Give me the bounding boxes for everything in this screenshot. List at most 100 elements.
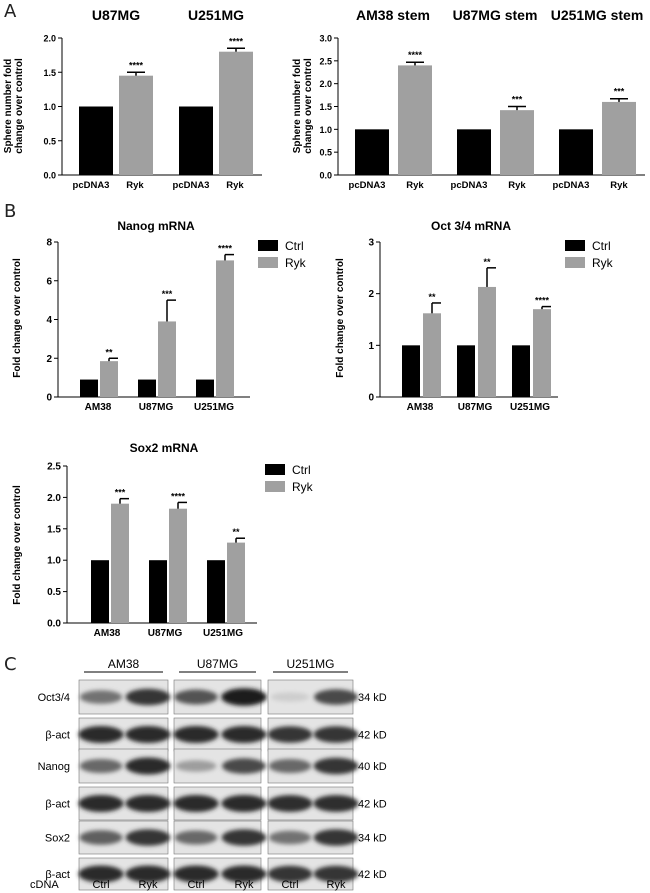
a2-y-axis-label-line: change over control bbox=[303, 58, 314, 154]
b1-significance: ** bbox=[105, 347, 113, 357]
blot-band bbox=[221, 726, 267, 743]
blot-band bbox=[173, 865, 219, 883]
chart-a2: 0.0 0.5 1.0 1.5 2.0 2.5 3.0 Sphere number foldc… bbox=[292, 7, 645, 191]
b1-y-tick-label: 4 bbox=[46, 315, 52, 326]
a1-bar bbox=[119, 75, 153, 175]
panel-label-c: C bbox=[4, 654, 17, 675]
blot-band bbox=[125, 865, 171, 883]
western-blot: AM38 U87MG U251MG Oct3/4 34 kD β-act 42 kD Nano… bbox=[30, 657, 387, 891]
b3-significance: *** bbox=[115, 488, 126, 498]
blot-row-label: Sox2 bbox=[45, 833, 70, 845]
b3-y-tick-label: 0.0 bbox=[47, 619, 61, 630]
blot-lane-label: Ctrl bbox=[92, 879, 109, 891]
b2-bar bbox=[402, 345, 420, 397]
b2-bar bbox=[478, 286, 496, 397]
a1-y-tick-label: 1.5 bbox=[43, 68, 56, 78]
b3-y-tick-label: 1.5 bbox=[47, 524, 61, 535]
b1-significance: **** bbox=[218, 244, 233, 254]
a1-x-tick-label: Ryk bbox=[126, 180, 144, 191]
a2-y-axis-label-line: Sphere number fold bbox=[292, 59, 303, 153]
blot-cell-line: U251MG bbox=[286, 657, 334, 671]
blot-band bbox=[175, 760, 217, 772]
a1-y-tick-label: 2.0 bbox=[43, 34, 56, 44]
a2-group-title: U87MG stem bbox=[453, 7, 538, 23]
b3-bar bbox=[169, 508, 187, 623]
blot-band bbox=[268, 759, 312, 773]
blot-row-label: β-act bbox=[45, 869, 70, 881]
b3-y-tick-label: 1.0 bbox=[47, 556, 61, 567]
blot-cdna-label: cDNA bbox=[30, 879, 59, 891]
b3-x-tick-label: U251MG bbox=[203, 628, 243, 639]
blot-kd-label: 40 kD bbox=[358, 761, 387, 773]
b3-significance: **** bbox=[171, 491, 186, 501]
a2-x-tick-label: pcDNA3 bbox=[451, 180, 488, 191]
b3-x-tick-label: AM38 bbox=[94, 628, 121, 639]
blot-row-label: β-act bbox=[45, 730, 70, 742]
b1-x-tick-label: U87MG bbox=[139, 402, 174, 413]
a2-group-title: AM38 stem bbox=[356, 7, 430, 23]
b3-legend-swatch bbox=[265, 481, 285, 492]
a2-y-tick-label: 1.5 bbox=[319, 102, 332, 112]
a2-y-tick-label: 2.0 bbox=[319, 79, 332, 89]
b3-bar bbox=[227, 542, 245, 623]
blot-kd-label: 34 kD bbox=[358, 833, 387, 845]
a2-bar bbox=[500, 110, 534, 175]
blot-band bbox=[125, 726, 171, 743]
blot-band bbox=[313, 757, 359, 775]
blot-row-label: Oct3/4 bbox=[38, 692, 70, 704]
b2-x-tick-label: AM38 bbox=[407, 402, 434, 413]
b2-legend-swatch bbox=[565, 240, 585, 251]
blot-band bbox=[125, 829, 171, 846]
b2-x-tick-label: U87MG bbox=[458, 402, 493, 413]
blot-cell-line: U87MG bbox=[197, 657, 238, 671]
blot-band bbox=[313, 726, 359, 743]
blot-band bbox=[125, 757, 171, 775]
b1-y-tick-label: 0 bbox=[46, 393, 52, 404]
b1-legend-label: Ctrl bbox=[285, 239, 304, 253]
blot-lane-label: Ryk bbox=[327, 879, 346, 891]
blot-band bbox=[270, 692, 310, 702]
blot-row-label: Nanog bbox=[38, 761, 70, 773]
blot-band bbox=[267, 865, 313, 883]
blot-band bbox=[79, 830, 123, 845]
b1-title: Nanog mRNA bbox=[117, 219, 195, 233]
a2-y-tick-label: 0.0 bbox=[319, 171, 332, 181]
a1-bar bbox=[219, 51, 253, 176]
a1-group-title: U251MG bbox=[188, 7, 244, 23]
a1-y-axis-label-line: change over control bbox=[14, 58, 25, 154]
blot-band bbox=[221, 688, 267, 706]
b3-significance: ** bbox=[232, 527, 240, 537]
a1-y-axis-label: Sphere number foldchange over control bbox=[3, 58, 25, 154]
a2-bar bbox=[398, 65, 432, 175]
b2-significance: ** bbox=[483, 257, 491, 267]
blot-band bbox=[174, 830, 218, 845]
blot-band bbox=[173, 795, 219, 812]
a2-bar bbox=[457, 129, 491, 175]
blot-band bbox=[268, 830, 312, 845]
a2-x-tick-label: Ryk bbox=[508, 180, 526, 191]
a2-x-tick-label: pcDNA3 bbox=[349, 180, 386, 191]
blot-band bbox=[221, 865, 267, 883]
chart-b3: 0.0 0.5 1.0 1.5 2.0 2.5 Fold change over contr… bbox=[12, 441, 314, 639]
a1-y-axis-label-line: Sphere number fold bbox=[3, 59, 14, 153]
b3-title: Sox2 mRNA bbox=[130, 441, 199, 455]
a1-bar bbox=[79, 106, 113, 175]
b3-x-tick-label: U87MG bbox=[148, 628, 183, 639]
b2-bar bbox=[533, 309, 551, 397]
panel-label-b: B bbox=[4, 201, 16, 222]
b1-x-tick-label: U251MG bbox=[194, 402, 234, 413]
blot-band bbox=[221, 829, 267, 846]
blot-cell-line: AM38 bbox=[108, 657, 140, 671]
b1-legend-swatch bbox=[258, 240, 278, 251]
b2-x-tick-label: U251MG bbox=[510, 402, 550, 413]
b2-y-axis-label: Fold change over control bbox=[335, 258, 346, 378]
a2-y-tick-label: 0.5 bbox=[319, 148, 332, 158]
b1-legend-swatch bbox=[258, 257, 278, 268]
b1-y-tick-label: 6 bbox=[46, 276, 52, 287]
blot-band bbox=[79, 690, 123, 704]
b2-title: Oct 3/4 mRNA bbox=[431, 219, 511, 233]
a1-x-tick-label: Ryk bbox=[226, 180, 244, 191]
panel-label-a: A bbox=[4, 1, 17, 22]
chart-b2: 0 1 2 3 Fold change over control Oct 3/4 mRNA… bbox=[335, 219, 614, 413]
